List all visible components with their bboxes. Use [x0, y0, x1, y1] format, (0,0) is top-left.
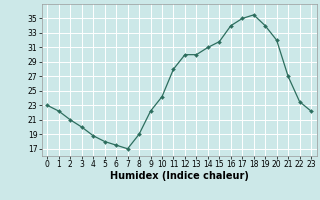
X-axis label: Humidex (Indice chaleur): Humidex (Indice chaleur) — [110, 171, 249, 181]
